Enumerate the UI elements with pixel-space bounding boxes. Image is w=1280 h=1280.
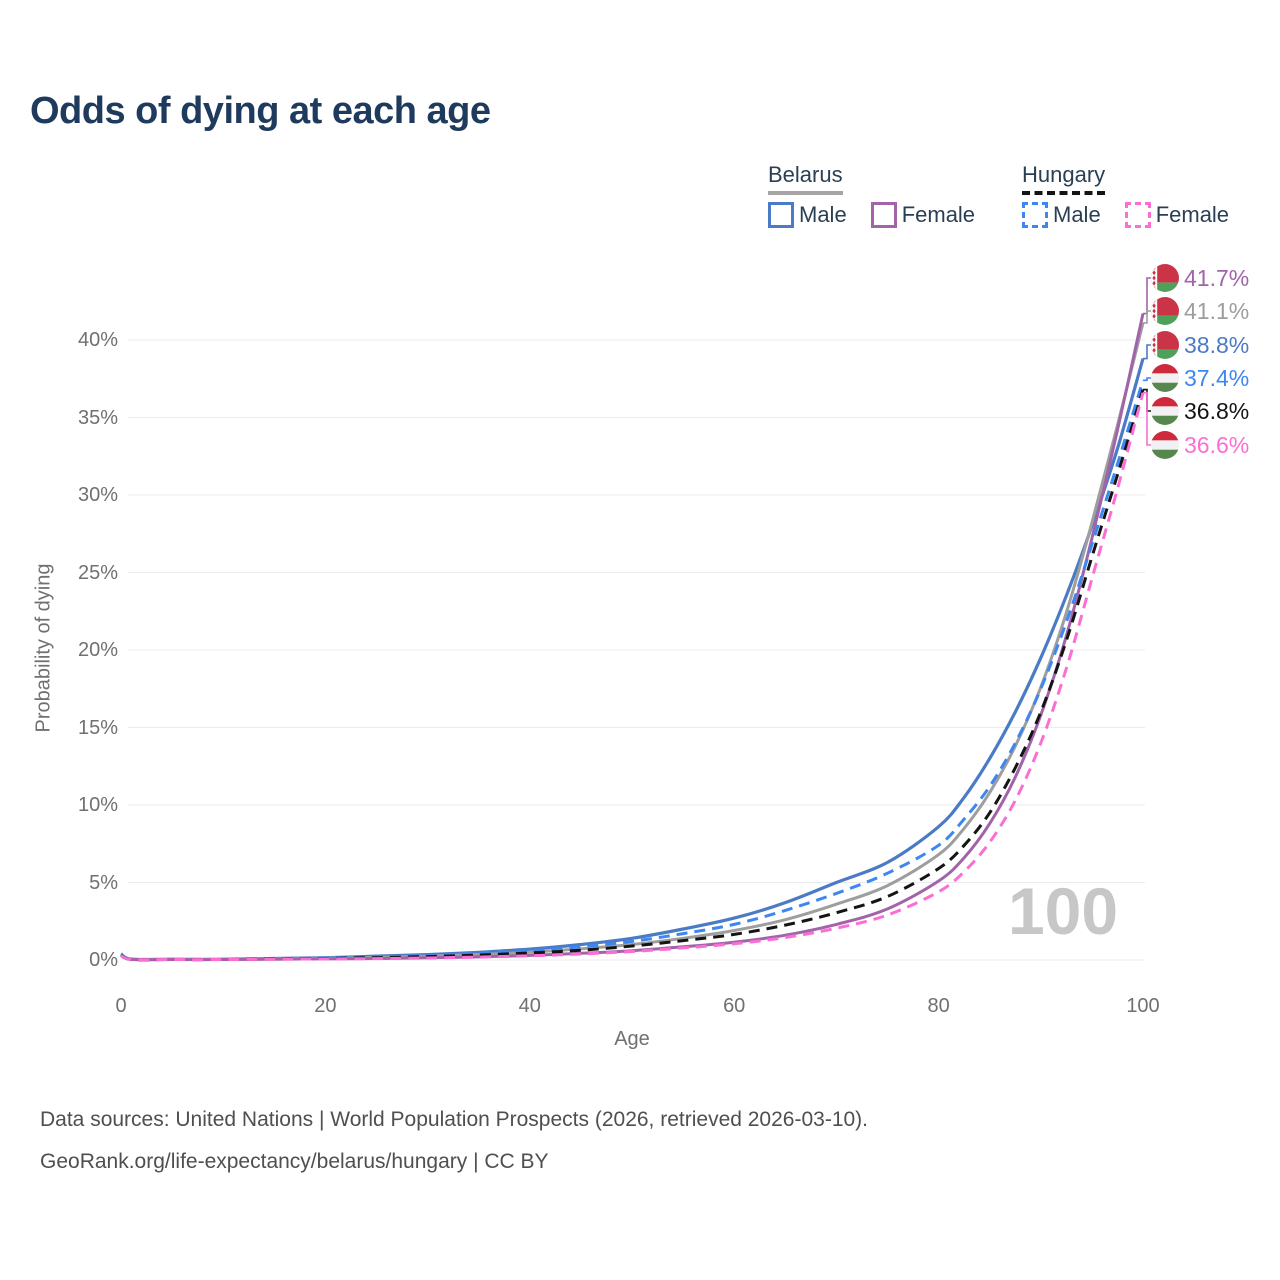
x-tick-label: 80 xyxy=(927,995,950,1017)
series-line-belarus-female xyxy=(120,313,1145,962)
end-label-value: 36.6% xyxy=(1184,431,1250,458)
y-tick-label: 5% xyxy=(89,871,118,894)
page-title: Odds of dying at each age xyxy=(30,90,491,132)
leader-line xyxy=(1143,377,1151,382)
end-label-hungary-both-sexes: 36.8% xyxy=(1151,397,1249,425)
y-tick-label: 20% xyxy=(77,639,118,661)
legend-group-hungary: Hungary Male Female xyxy=(1022,162,1229,228)
x-tick-label: 0 xyxy=(115,995,127,1017)
y-tick-label: 0% xyxy=(89,949,118,971)
x-axis-title: Age xyxy=(614,1028,650,1050)
y-tick-label: 35% xyxy=(77,406,118,429)
legend-item-label: Male xyxy=(799,202,847,227)
x-tick-label: 60 xyxy=(723,995,746,1017)
end-label-belarus-female: 41.7% xyxy=(1151,264,1249,292)
end-label-belarus-male: 38.8% xyxy=(1151,331,1249,359)
legend-item-label: Female xyxy=(901,202,976,227)
data-sources-text: Data sources: United Nations | World Pop… xyxy=(40,1108,869,1131)
series-line-hungary-female xyxy=(120,392,1145,962)
end-label-value: 37.4% xyxy=(1184,364,1250,391)
y-tick-label: 10% xyxy=(77,794,118,816)
series-line-hungary-both-sexes xyxy=(120,389,1145,962)
leader-line xyxy=(1143,277,1151,315)
hungary-male-swatch-icon xyxy=(1022,202,1048,228)
series-line-belarus-both-sexes xyxy=(120,322,1145,962)
legend-item-hungary-male[interactable]: Male xyxy=(1022,202,1101,228)
belarus-female-swatch-icon xyxy=(870,202,897,228)
legend-row-hungary: Male Female xyxy=(1022,202,1229,228)
series-line-belarus-male xyxy=(120,358,1145,962)
belarus-male-swatch-icon xyxy=(768,202,794,228)
y-tick-label: 40% xyxy=(77,329,118,351)
end-label-value: 41.7% xyxy=(1184,264,1250,291)
y-tick-label: 30% xyxy=(77,484,118,506)
hungary-female-swatch-icon xyxy=(1124,202,1151,228)
legend-header-belarus[interactable]: Belarus xyxy=(768,162,843,195)
legend-item-label: Male xyxy=(1053,202,1101,227)
legend-item-hungary-female[interactable]: Female xyxy=(1124,202,1230,228)
legend-item-belarus-female[interactable]: Female xyxy=(870,202,976,228)
y-tick-label: 15% xyxy=(77,716,118,739)
legend-group-belarus: Belarus Male Female xyxy=(768,162,975,228)
end-label-value: 41.1% xyxy=(1184,297,1250,324)
end-label-value: 38.8% xyxy=(1184,331,1250,358)
x-tick-label: 100 xyxy=(1126,995,1160,1017)
attribution-link-text[interactable]: GeoRank.org/life-expectancy/belarus/hung… xyxy=(40,1150,549,1173)
y-tick-label: 25% xyxy=(77,561,118,584)
x-tick-label: 20 xyxy=(314,995,337,1017)
legend-item-label: Female xyxy=(1155,202,1230,227)
legend-row-belarus: Male Female xyxy=(768,202,975,228)
end-label-hungary-female: 36.6% xyxy=(1151,431,1249,459)
end-label-value: 36.8% xyxy=(1184,397,1250,424)
legend-header-hungary[interactable]: Hungary xyxy=(1022,162,1106,195)
watermark-age-100: 100 xyxy=(1007,874,1119,948)
leader-line xyxy=(1143,391,1151,446)
leader-line xyxy=(1143,344,1151,360)
end-label-hungary-male: 37.4% xyxy=(1151,364,1249,392)
x-tick-label: 40 xyxy=(518,995,541,1017)
series-line-hungary-male xyxy=(120,379,1145,962)
leader-line xyxy=(1143,310,1151,324)
legend-item-belarus-male[interactable]: Male xyxy=(768,202,847,228)
end-label-belarus-both-sexes: 41.1% xyxy=(1151,297,1249,325)
